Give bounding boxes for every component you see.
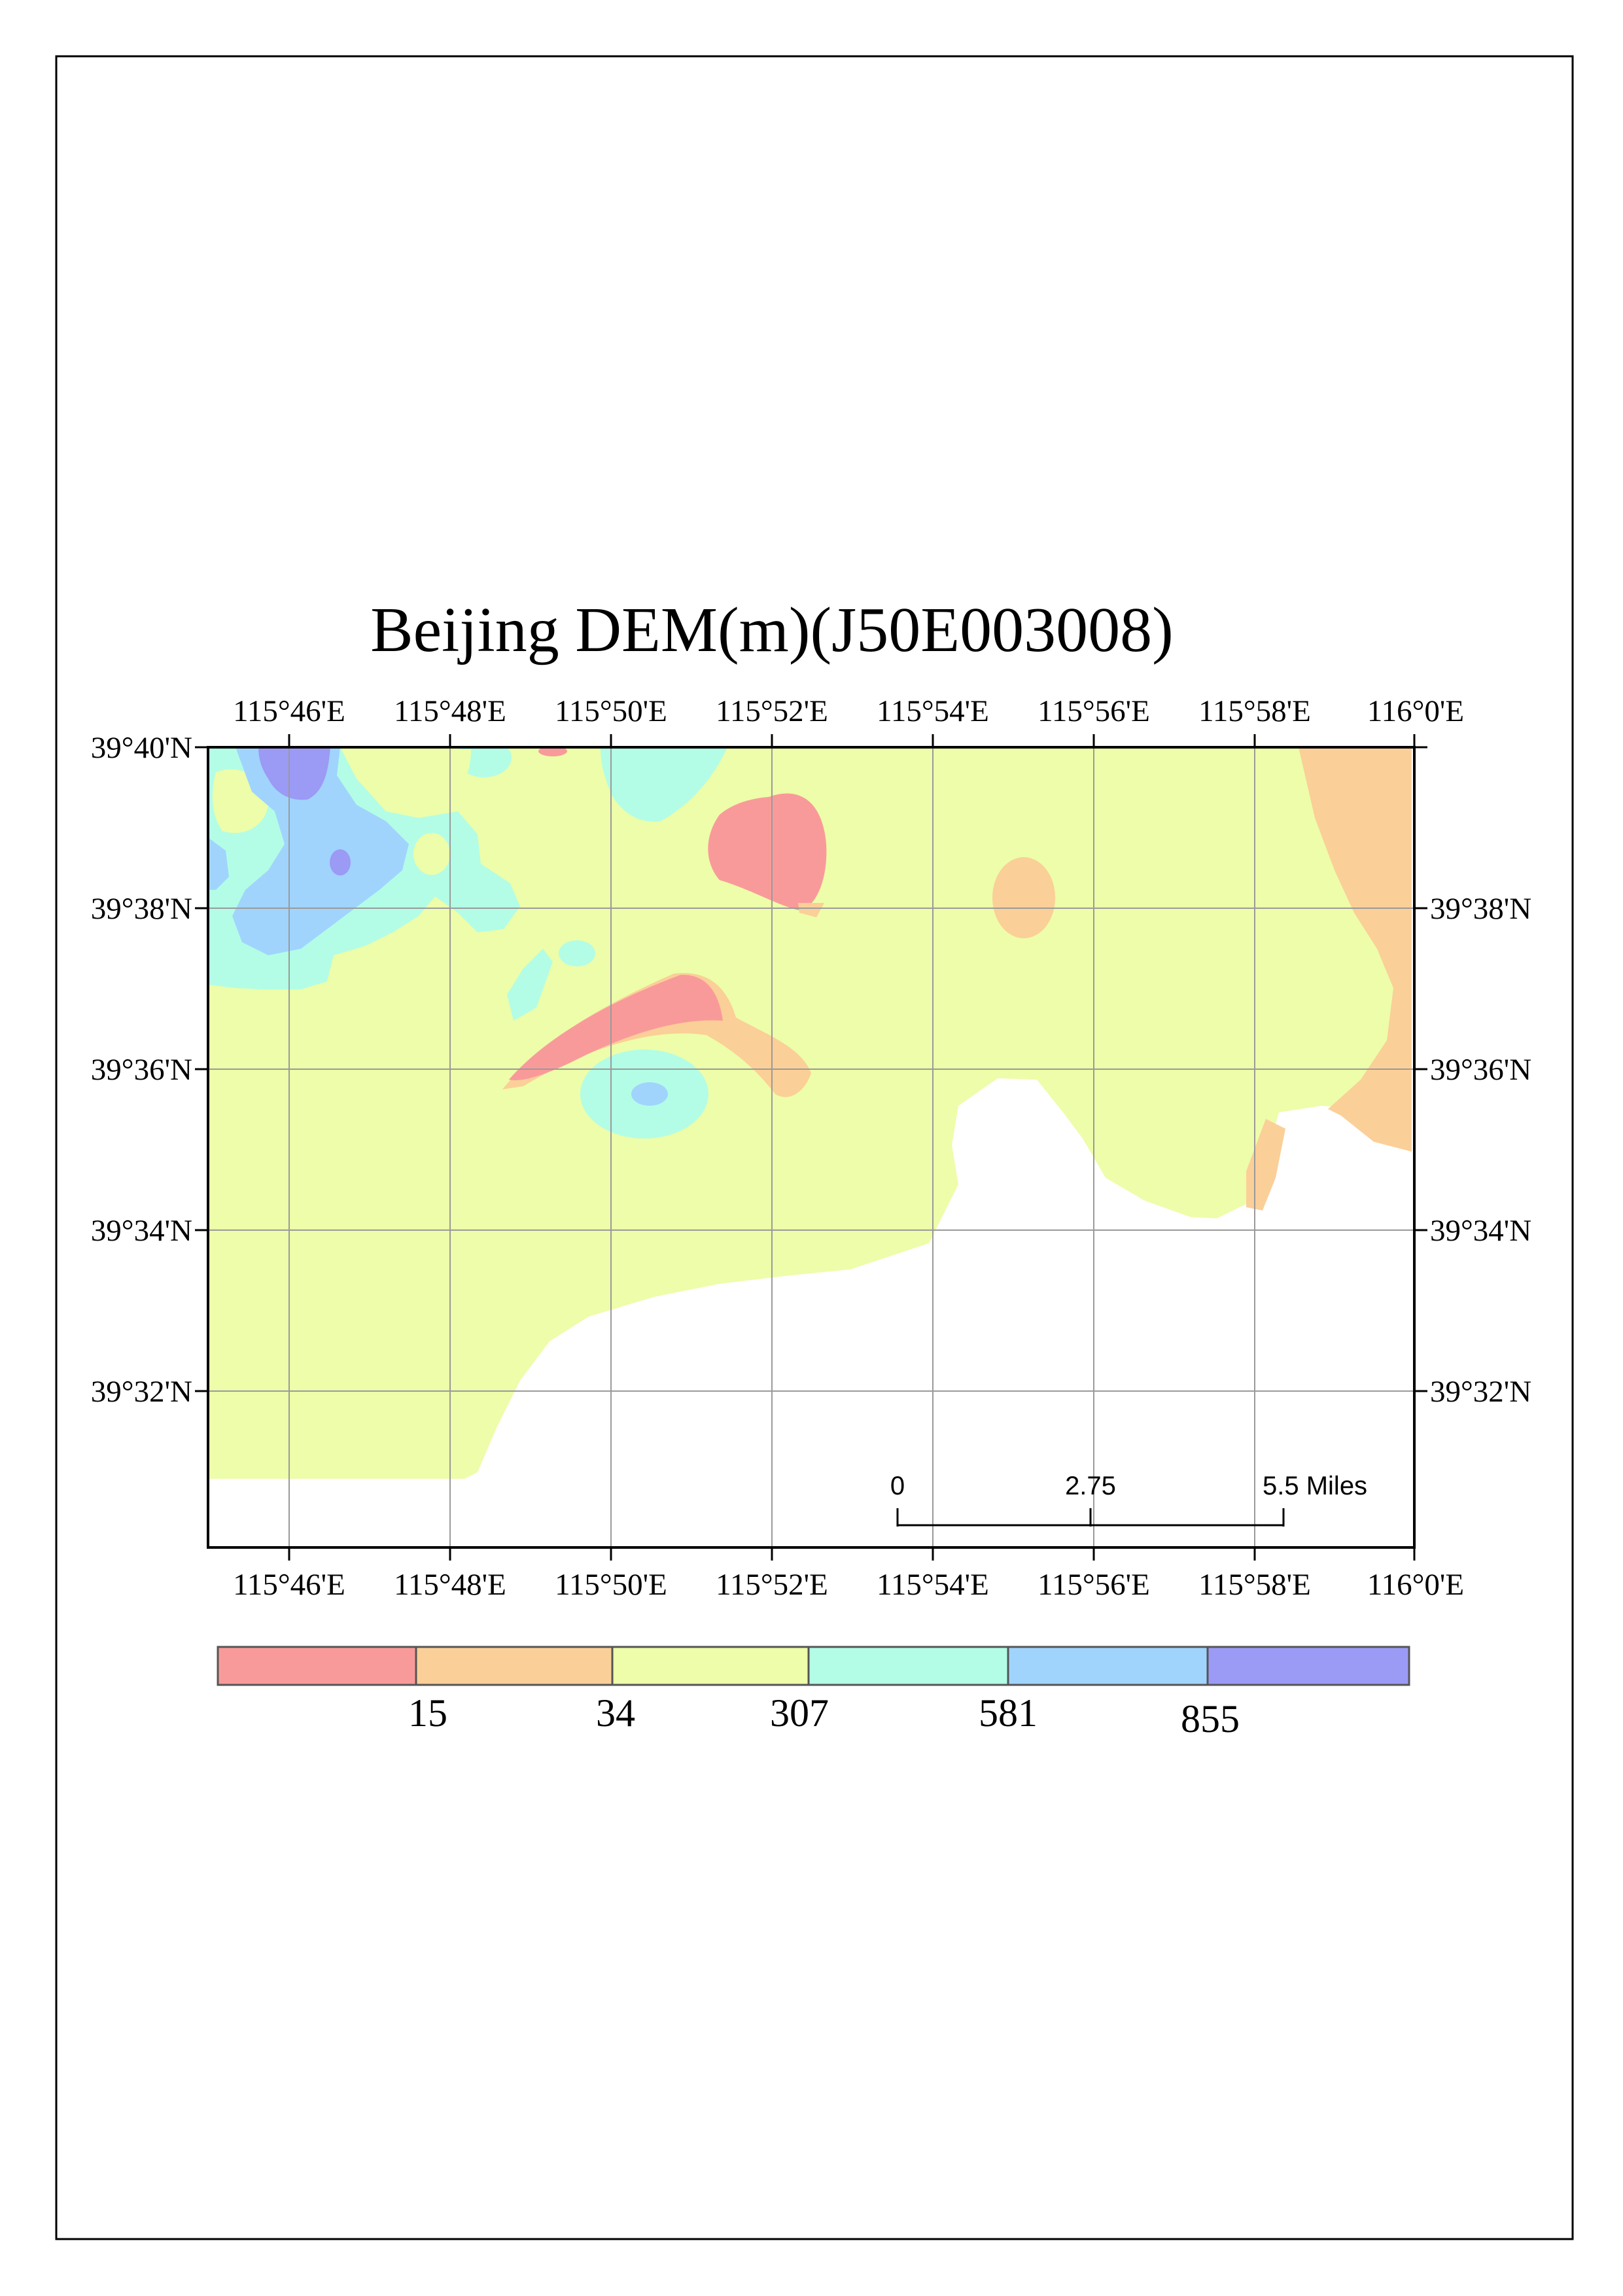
page-border [55,55,1574,2240]
lat-label: 39°38'N [1430,892,1531,926]
lon-label: 115°52'E [716,694,828,728]
dem-class-5-area [208,838,229,890]
dem-class-6-area [258,747,330,800]
lon-label: 115°46'E [233,1568,345,1602]
dem-class-1-area [708,793,827,911]
dem-class-4-area [507,949,553,1021]
lon-label: 116°0'E [1367,694,1464,728]
lat-label: 39°38'N [91,892,192,926]
legend-swatch [1007,1646,1209,1686]
graticule-ticks [195,734,1427,1561]
lon-label: 115°50'E [555,694,667,728]
scale-bar-label: 2.75 [1065,1472,1116,1500]
lon-labels-bottom: 115°46'E 115°48'E 115°50'E 115°52'E 115°… [233,1568,1464,1602]
lon-label: 115°54'E [877,694,989,728]
legend-swatch [611,1646,810,1686]
lon-label: 115°48'E [394,694,506,728]
lon-label: 115°56'E [1038,1568,1150,1602]
lat-label: 39°40'N [91,731,192,765]
lat-label: 39°36'N [1430,1053,1531,1087]
dem-class-4-area [601,747,727,822]
lon-label: 115°50'E [555,1568,667,1602]
dem-raster [208,747,1414,1547]
dem-class-6-area [330,849,351,875]
legend-break-label: 15 [408,1691,447,1735]
dem-class-3-area [413,833,450,875]
legend-break-label: 307 [770,1691,829,1735]
lat-label: 39°34'N [91,1214,192,1248]
lat-label: 39°34'N [1430,1214,1531,1248]
scale-bar: 0 2.75 5.5 Miles [890,1472,1367,1527]
legend-swatch [1206,1646,1410,1686]
dem-class-1-area [538,747,567,756]
legend-break-label: 581 [979,1691,1038,1735]
lat-labels-right: 39°38'N 39°36'N 39°34'N 39°32'N [1430,892,1531,1409]
lon-labels-top: 115°46'E 115°48'E 115°50'E 115°52'E 115°… [233,694,1464,728]
legend-break-label: 855 [1181,1697,1240,1740]
dem-class-2-area [798,903,824,917]
lat-labels-left: 39°40'N 39°38'N 39°36'N 39°34'N 39°32'N [91,731,192,1409]
dem-class-2-area [1246,1119,1285,1210]
lon-label: 115°52'E [716,1568,828,1602]
dem-class-3-area [208,747,1412,1479]
dem-class-5-area [232,747,409,955]
dem-class-2-area [992,857,1055,938]
legend: 15 34 307 581 855 [217,1646,1410,1740]
lon-label: 115°56'E [1038,694,1150,728]
map-frame [207,746,1416,1549]
dem-class-2-area [1299,747,1412,1152]
lat-label: 39°32'N [1430,1375,1531,1409]
lon-label: 115°46'E [233,694,345,728]
dem-class-1-area [509,974,723,1080]
scale-bar-label: 0 [890,1472,905,1500]
lon-label: 116°0'E [1367,1568,1464,1602]
lon-label: 115°48'E [394,1568,506,1602]
legend-swatch [807,1646,1009,1686]
dem-class-4-area [559,940,595,966]
legend-swatch [217,1646,417,1686]
lat-label: 39°32'N [91,1375,192,1409]
lon-label: 115°58'E [1198,1568,1311,1602]
legend-swatch [415,1646,614,1686]
lon-label: 115°58'E [1198,694,1311,728]
dem-class-5-area [631,1082,668,1106]
dem-class-2-area [502,973,811,1097]
lon-label: 115°54'E [877,1568,989,1602]
graticule [208,747,1414,1547]
legend-break-label: 34 [596,1691,635,1735]
map-title: Beijing DEM(m)(J50E003008) [370,595,1174,665]
lat-label: 39°36'N [91,1053,192,1087]
scale-bar-label: 5.5 Miles [1263,1472,1367,1500]
